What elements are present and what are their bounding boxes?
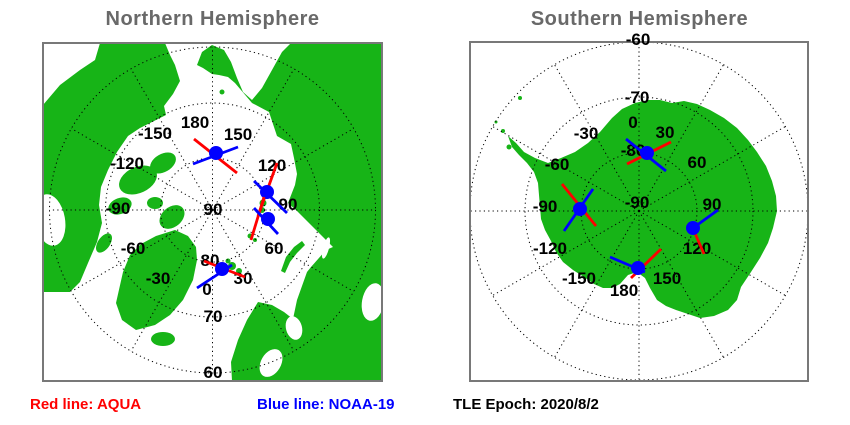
antarctic-islet — [506, 144, 512, 150]
latitude-circle — [105, 102, 320, 318]
meridian-line — [130, 68, 213, 211]
aqua-track-line — [249, 196, 266, 241]
longitude-label: -90 — [106, 199, 131, 218]
longitude-label: -90 — [533, 197, 558, 216]
legend-tle-epoch: TLE Epoch: 2020/8/2 — [453, 396, 599, 413]
latitude-circle — [160, 157, 265, 263]
meridian-line — [212, 209, 295, 352]
longitude-label: 150 — [224, 125, 252, 144]
arctic-island — [150, 152, 176, 174]
longitude-label: 120 — [683, 239, 711, 258]
meridian-line — [492, 210, 640, 296]
gulf-of-ob — [321, 237, 331, 259]
meridian-line — [212, 209, 354, 292]
north-map-title: Northern Hemisphere — [105, 8, 320, 30]
south-land-group — [494, 96, 777, 318]
aqua-track-line — [692, 230, 706, 255]
latitude-label: 60 — [204, 363, 223, 382]
longitude-label: -120 — [110, 154, 144, 173]
satellite-marker — [631, 261, 645, 275]
eurasia-landmass — [197, 43, 382, 381]
south-graticule — [470, 42, 808, 381]
arctic-island — [96, 233, 112, 253]
satellite-marker — [640, 146, 654, 160]
longitude-label: 30 — [656, 123, 675, 142]
antarctic-islet — [518, 96, 522, 100]
satellite-marker — [209, 146, 223, 160]
white-sea — [285, 316, 303, 340]
arctic-islet — [219, 89, 225, 95]
north-america-landmass — [43, 43, 180, 292]
longitude-label: 0 — [202, 280, 211, 299]
latitude-label: -60 — [626, 30, 651, 49]
longitude-label: 90 — [279, 195, 298, 214]
longitude-label: -30 — [146, 269, 171, 288]
satellite-marker — [215, 262, 229, 276]
meridian-line — [492, 126, 640, 212]
latitude-label: -80 — [621, 141, 646, 160]
meridian-line — [638, 210, 724, 358]
satellite-marker — [573, 202, 587, 216]
satellite-marker — [260, 185, 274, 199]
meridian-line — [554, 64, 640, 212]
south-map-title: Southern Hemisphere — [530, 8, 749, 30]
longitude-label: -60 — [545, 155, 570, 174]
antarctica-landmass — [508, 100, 777, 318]
meridian-line — [554, 210, 640, 358]
latitude-label: -90 — [625, 193, 650, 212]
satellite-marker — [261, 212, 275, 226]
longitude-label: -120 — [533, 239, 567, 258]
north-map-frame — [42, 42, 383, 382]
meridian-line — [212, 68, 295, 211]
meridian-line — [71, 209, 213, 292]
south-map-frame — [469, 41, 809, 382]
latitude-label: 70 — [204, 307, 223, 326]
south-map-labels: 0306090120150180-150-120-90-60-30-90-80-… — [533, 30, 722, 300]
meridian-line — [71, 128, 213, 211]
svalbard-island — [225, 258, 231, 264]
longitude-label: -60 — [121, 239, 146, 258]
legend-aqua: Red line: AQUA — [30, 396, 142, 413]
longitude-label: -150 — [138, 124, 172, 143]
longitude-label: -30 — [574, 124, 599, 143]
longitude-label: 0 — [628, 113, 637, 132]
sea-of-okhotsk — [361, 283, 382, 321]
arctic-island — [108, 197, 132, 215]
latitude-label: 90 — [204, 200, 223, 219]
meridian-line — [638, 126, 786, 212]
longitude-label: 120 — [258, 156, 286, 175]
iceland — [151, 332, 175, 346]
meridian-line — [212, 128, 354, 211]
longitude-label: 30 — [234, 269, 253, 288]
north-satellites — [192, 137, 288, 290]
latitude-label: -70 — [625, 88, 650, 107]
south-satellites — [560, 137, 719, 280]
svalbard-island — [236, 268, 242, 274]
longitude-label: 60 — [265, 239, 284, 258]
meridian-line — [638, 210, 786, 296]
longitude-label: 60 — [688, 153, 707, 172]
arctic-island — [159, 205, 185, 229]
longitude-label: 150 — [653, 269, 681, 288]
antarctic-islet — [501, 129, 505, 133]
longitude-label: -150 — [562, 269, 596, 288]
greenland-landmass — [116, 230, 197, 330]
south-hemisphere-map: 0306090120150180-150-120-90-60-30-90-80-… — [469, 30, 809, 382]
north-graticule — [49, 46, 376, 374]
meridian-line — [638, 64, 724, 212]
longitude-label: 180 — [181, 113, 209, 132]
legend-noaa19: Blue line: NOAA-19 — [257, 396, 395, 413]
meridian-line — [130, 209, 213, 352]
north-hemisphere-map: 1801501209060300-30-60-90-120-1509080706… — [42, 42, 383, 382]
latitude-circle — [524, 96, 754, 326]
baltic-sea — [259, 349, 283, 377]
arctic-island — [147, 197, 163, 209]
longitude-label: 180 — [610, 281, 638, 300]
satellite-marker — [686, 221, 700, 235]
north-map-labels: 1801501209060300-30-60-90-120-1509080706… — [106, 113, 298, 382]
